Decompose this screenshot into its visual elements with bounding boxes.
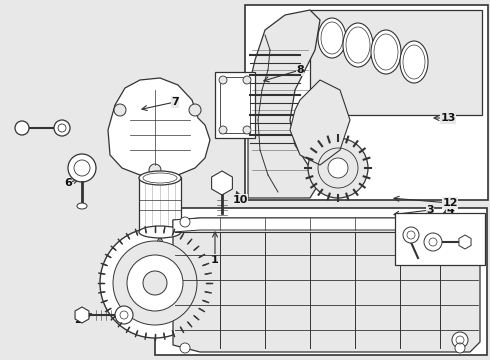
Text: 9: 9 xyxy=(18,127,26,137)
Text: 10: 10 xyxy=(232,195,247,205)
Circle shape xyxy=(243,76,251,84)
Bar xyxy=(155,208,487,355)
Circle shape xyxy=(115,306,133,324)
Bar xyxy=(395,213,485,265)
Circle shape xyxy=(143,271,167,295)
Circle shape xyxy=(114,104,126,116)
Text: 7: 7 xyxy=(171,97,179,107)
Circle shape xyxy=(189,104,201,116)
Ellipse shape xyxy=(343,23,373,67)
Ellipse shape xyxy=(139,226,181,238)
Circle shape xyxy=(149,164,161,176)
Circle shape xyxy=(403,227,419,243)
Circle shape xyxy=(127,255,183,311)
Circle shape xyxy=(219,76,227,84)
Polygon shape xyxy=(108,78,210,178)
Text: 5: 5 xyxy=(411,255,419,265)
Circle shape xyxy=(328,158,348,178)
Circle shape xyxy=(100,228,210,338)
Ellipse shape xyxy=(371,30,401,74)
Polygon shape xyxy=(459,235,471,249)
Bar xyxy=(310,10,482,115)
Text: 2: 2 xyxy=(74,315,82,325)
Circle shape xyxy=(113,241,197,325)
Circle shape xyxy=(180,343,190,353)
Text: 6: 6 xyxy=(64,178,72,188)
Circle shape xyxy=(219,126,227,134)
Circle shape xyxy=(455,343,465,353)
Bar xyxy=(139,177,181,232)
Circle shape xyxy=(452,332,468,348)
Circle shape xyxy=(68,154,96,182)
Bar xyxy=(215,72,255,138)
Ellipse shape xyxy=(318,18,346,58)
Circle shape xyxy=(424,233,442,251)
Text: 4: 4 xyxy=(446,205,454,215)
Bar xyxy=(245,5,488,200)
Bar xyxy=(220,77,250,133)
Text: 3: 3 xyxy=(426,205,434,215)
Circle shape xyxy=(243,126,251,134)
Ellipse shape xyxy=(139,171,181,185)
Circle shape xyxy=(455,217,465,227)
Text: 13: 13 xyxy=(441,113,456,123)
Circle shape xyxy=(308,138,368,198)
Ellipse shape xyxy=(77,203,87,209)
Text: 1: 1 xyxy=(211,255,219,265)
Polygon shape xyxy=(75,307,89,323)
Ellipse shape xyxy=(400,41,428,83)
Circle shape xyxy=(54,120,70,136)
Text: 11: 11 xyxy=(152,243,168,253)
Circle shape xyxy=(15,121,29,135)
Text: 8: 8 xyxy=(296,65,304,75)
Polygon shape xyxy=(212,171,232,195)
Circle shape xyxy=(180,217,190,227)
Polygon shape xyxy=(173,218,480,352)
Polygon shape xyxy=(248,10,320,198)
Polygon shape xyxy=(290,80,350,165)
Text: 12: 12 xyxy=(442,198,458,208)
Polygon shape xyxy=(173,218,480,240)
